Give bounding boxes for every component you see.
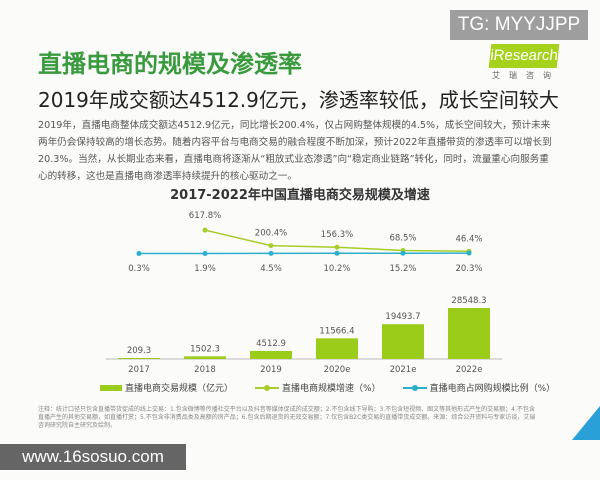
watermark-bottom: www.16sosuo.com [0,444,186,470]
body-text: 2019年，直播电商整体成交额达4512.9亿元，同比增长200.4%，仅占网购… [38,120,552,182]
share-label: 20.3% [455,264,482,274]
growth-point [268,243,274,249]
bar-label: 209.3 [127,346,151,356]
share-point [400,250,406,256]
share-point [466,250,472,256]
corner-decoration [572,406,600,440]
bar [184,356,226,359]
bar-label: 1502.3 [190,344,220,354]
page-title: 直播电商的规模及渗透率 [38,50,302,78]
share-point [136,250,142,256]
logo-subtext: 艾瑞咨询 [492,71,560,80]
legend: 直播电商交易规模（亿元） 直播电商规模增速（%） 直播电商占网购规模比例（%） [100,381,555,394]
share-point [202,250,208,256]
growth-label: 156.3% [321,230,353,240]
x-tick-label: 2022e [456,365,483,375]
x-tick-label: 2018 [194,365,216,375]
growth-label: 617.8% [189,211,221,221]
share-label: 4.5% [260,264,282,274]
page-subtitle: 2019年成交额达4512.9亿元，渗透率较低，成长空间较大 [38,88,559,112]
legend-bar: 直播电商交易规模（亿元） [100,381,233,394]
bar-label: 4512.9 [256,339,286,349]
share-label: 10.2% [323,264,350,274]
growth-label: 68.5% [389,233,416,243]
legend-growth-label: 直播电商规模增速（%） [282,384,381,394]
share-label: 1.9% [194,264,216,274]
bar-label: 28548.3 [451,296,486,306]
x-tick-label: 2019 [260,365,282,375]
growth-point [334,244,340,250]
bar [118,358,160,359]
share-label: 15.2% [389,264,416,274]
x-tick-label: 2021e [390,365,417,375]
share-point [334,250,340,256]
footnote: 注释：统计口径只包含直播带货促成的线上交易：1.包含微博等传播社交平台以及抖音等… [38,406,536,429]
watermark-top: TG: MYYJJPP [450,10,588,40]
legend-share-label: 直播电商占网购规模比例（%） [429,384,556,394]
growth-label: 200.4% [255,229,287,239]
bar [316,338,358,359]
bar [448,308,490,359]
x-tick-label: 2020e [324,365,351,375]
growth-point [202,227,208,233]
share-label: 0.3% [128,264,150,274]
legend-share: 直播电商占网购规模比例（%） [402,381,556,394]
legend-growth: 直播电商规模增速（%） [255,381,381,394]
chart-title: 2017-2022年中国直播电商交易规模及增速 [170,188,430,203]
bar-label: 19493.7 [385,312,420,322]
x-tick-label: 2017 [128,365,150,375]
bar-label: 11566.4 [319,326,354,336]
bar [250,350,292,359]
share-point [268,250,274,256]
legend-bar-label: 直播电商交易规模（亿元） [125,384,234,394]
bar [382,324,424,359]
growth-label: 46.4% [455,234,482,244]
